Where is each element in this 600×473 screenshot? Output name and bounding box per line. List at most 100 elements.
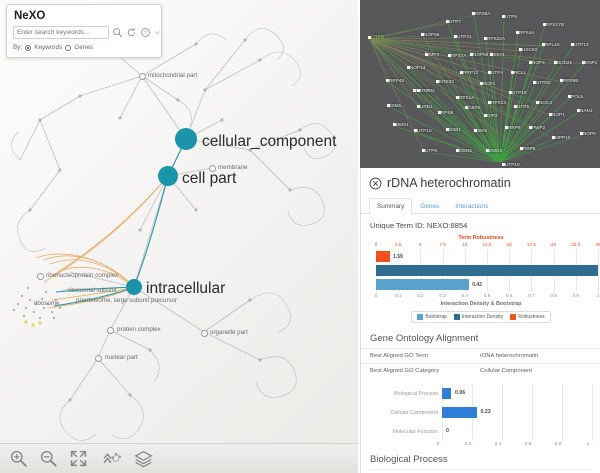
network-node-label[interactable]: NOP14 <box>410 65 426 70</box>
network-node[interactable] <box>509 91 512 94</box>
network-node[interactable] <box>505 126 508 129</box>
network-node-label[interactable]: NOP6 <box>583 131 596 136</box>
network-node-label[interactable]: POL5 <box>571 94 583 99</box>
radio-keywords[interactable] <box>25 44 32 51</box>
network-node[interactable] <box>422 149 425 152</box>
network-node[interactable] <box>552 136 555 139</box>
network-node-label[interactable]: IMP3 <box>428 52 439 57</box>
close-circle-icon[interactable] <box>369 177 382 190</box>
network-node-label[interactable]: NOC4 <box>539 100 553 105</box>
network-node[interactable] <box>516 31 519 34</box>
network-node-label[interactable]: RPS9B <box>563 78 579 83</box>
network-node[interactable] <box>568 95 571 98</box>
network-node-label[interactable]: UTP15 <box>417 128 432 133</box>
search-icon[interactable] <box>112 27 123 38</box>
network-node[interactable] <box>502 15 505 18</box>
network-node-label[interactable]: RPL4A <box>545 42 560 47</box>
network-node[interactable] <box>436 80 439 83</box>
bar-robustness[interactable] <box>376 251 391 262</box>
go-bar[interactable] <box>442 388 451 399</box>
network-node-label[interactable]: RPS7A <box>451 53 467 58</box>
network-node-label[interactable]: UTP20 <box>536 80 551 85</box>
network-node[interactable] <box>543 23 546 26</box>
network-node-label[interactable]: UTP5 <box>517 104 529 109</box>
network-node[interactable] <box>414 129 417 132</box>
network-node[interactable] <box>425 53 428 56</box>
network-node[interactable] <box>577 109 580 112</box>
chevron-down-icon[interactable] <box>154 27 161 38</box>
node-ribonucleoprotein-complex[interactable] <box>37 273 44 280</box>
network-node-label[interactable]: UTP8 <box>425 148 437 153</box>
reset-icon[interactable] <box>126 27 137 38</box>
network-node[interactable] <box>465 106 468 109</box>
go-bar[interactable] <box>442 407 477 418</box>
bar-interaction-density[interactable] <box>376 265 598 276</box>
network-node-label[interactable]: NOP4 <box>532 60 545 65</box>
network-node-label[interactable]: RPS6 <box>441 110 454 115</box>
network-node-label[interactable]: UTP4 <box>491 70 503 75</box>
zoom-in-icon[interactable] <box>9 449 28 468</box>
tab-interactions[interactable]: Interactions <box>455 203 489 210</box>
network-node[interactable] <box>580 132 583 135</box>
network-node[interactable] <box>368 36 371 39</box>
network-node-label[interactable]: PWP2 <box>532 125 546 130</box>
network-node[interactable] <box>446 20 449 23</box>
network-node[interactable] <box>387 104 390 107</box>
network-node[interactable] <box>438 111 441 114</box>
node-intracellular[interactable] <box>126 279 142 295</box>
network-node-label[interactable]: NOP58 <box>473 52 489 57</box>
network-node[interactable] <box>413 89 416 92</box>
node-membrane[interactable] <box>209 165 216 172</box>
network-node[interactable] <box>470 53 473 56</box>
network-node[interactable] <box>480 82 483 85</box>
network-node[interactable] <box>490 53 493 56</box>
network-node-label[interactable]: NOP1 <box>552 112 565 117</box>
network-node-label[interactable]: DIM1 <box>390 103 402 108</box>
network-node-label[interactable]: MSN5 <box>459 148 473 153</box>
network-node-label[interactable]: RPS8A <box>475 11 491 16</box>
network-node-label[interactable]: RPS13 <box>491 100 506 105</box>
network-node[interactable] <box>533 81 536 84</box>
network-node-label[interactable]: NAN1 <box>580 108 593 113</box>
network-node-label[interactable]: UTP6 <box>505 14 517 19</box>
network-node-label[interactable]: UTP18 <box>512 90 527 95</box>
tab-genes[interactable]: Genes <box>420 203 440 210</box>
network-node-label[interactable]: NOP56 <box>424 32 440 37</box>
network-node-label[interactable]: RPS22A <box>487 36 505 41</box>
network-node-label[interactable]: DIP2 <box>487 113 498 118</box>
network-node[interactable] <box>571 43 574 46</box>
hierarchy-tree-panel[interactable]: cellular_component cell part intracellul… <box>0 0 358 473</box>
network-node-label[interactable]: BUD21 <box>557 60 573 65</box>
network-node-label[interactable]: SIK6 <box>477 128 488 133</box>
node-cellular-component[interactable] <box>175 128 197 150</box>
network-node[interactable] <box>484 37 487 40</box>
network-node[interactable] <box>511 71 514 74</box>
network-node-label[interactable]: SOF1 <box>483 81 496 86</box>
network-node[interactable] <box>472 12 475 15</box>
network-node[interactable] <box>460 71 463 74</box>
network-node[interactable] <box>488 71 491 74</box>
network-node-label[interactable]: CBF5 <box>468 105 480 110</box>
network-node-label[interactable]: UTP22 <box>416 88 431 93</box>
node-cell-part[interactable] <box>158 166 178 186</box>
network-node[interactable] <box>486 149 489 152</box>
node-nuclear-part[interactable] <box>95 355 102 362</box>
network-node-label[interactable]: UTP9 <box>371 35 384 41</box>
network-node[interactable] <box>520 147 523 150</box>
network-node-label[interactable]: RRP9 <box>508 125 521 130</box>
network-node-label[interactable]: HSC82 <box>522 47 538 52</box>
network-node[interactable] <box>529 126 532 129</box>
network-node[interactable] <box>529 61 532 64</box>
network-node-label[interactable]: RRP12 <box>463 70 479 75</box>
help-icon[interactable]: ? <box>140 27 151 38</box>
network-node-label[interactable]: RCL1 <box>514 70 526 75</box>
radio-genes[interactable] <box>65 44 72 51</box>
network-node[interactable] <box>519 48 522 51</box>
network-node-label[interactable]: UTP21 <box>457 34 472 39</box>
network-node-label[interactable]: MPP10 <box>555 135 571 140</box>
network-node[interactable] <box>456 149 459 152</box>
network-node-label[interactable]: KRE33 <box>439 79 454 84</box>
zoom-out-icon[interactable] <box>39 449 58 468</box>
network-node[interactable] <box>549 113 552 116</box>
network-node-label[interactable]: UTP10 <box>505 162 520 167</box>
